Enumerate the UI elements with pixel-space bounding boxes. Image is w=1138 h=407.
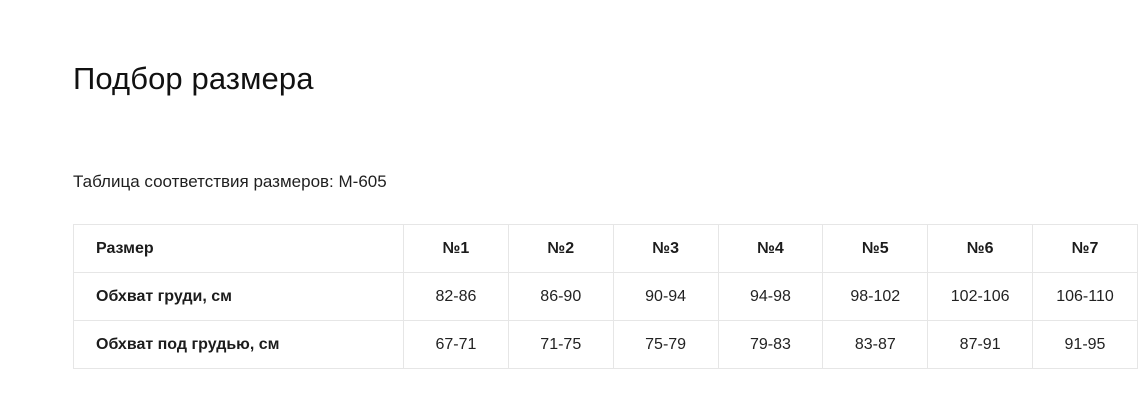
cell-underbust-size-5: 83-87 [822, 320, 929, 369]
cell-chest-size-5: 98-102 [822, 272, 929, 321]
header-cell-size-6: №6 [927, 224, 1034, 273]
table-row: Обхват груди, см 82-86 86-90 90-94 94-98… [73, 272, 1138, 321]
table-row: Обхват под грудью, см 67-71 71-75 75-79 … [73, 320, 1138, 369]
cell-underbust-size-6: 87-91 [927, 320, 1034, 369]
header-cell-size-5: №5 [822, 224, 929, 273]
row-label-chest: Обхват груди, см [73, 272, 404, 321]
header-cell-size-7: №7 [1032, 224, 1138, 273]
size-table-caption: Таблица соответствия размеров: M-605 [73, 172, 387, 191]
page-title: Подбор размера [73, 61, 314, 96]
cell-chest-size-7: 106-110 [1032, 272, 1138, 321]
size-table-container: Размер №1 №2 №3 №4 №5 №6 №7 Обхват груди… [73, 224, 1138, 369]
cell-chest-size-4: 94-98 [717, 272, 824, 321]
header-cell-size-3: №3 [612, 224, 719, 273]
size-table-body: Обхват груди, см 82-86 86-90 90-94 94-98… [73, 272, 1138, 369]
header-cell-size-1: №1 [403, 224, 509, 273]
cell-chest-size-2: 86-90 [507, 272, 614, 321]
row-label-underbust: Обхват под грудью, см [73, 320, 404, 369]
cell-chest-size-6: 102-106 [927, 272, 1034, 321]
cell-chest-size-3: 90-94 [612, 272, 719, 321]
header-cell-size-2: №2 [507, 224, 614, 273]
header-cell-row-label: Размер [73, 224, 404, 273]
cell-underbust-size-3: 75-79 [612, 320, 719, 369]
table-header-row: Размер №1 №2 №3 №4 №5 №6 №7 [73, 224, 1138, 273]
cell-chest-size-1: 82-86 [403, 272, 509, 321]
cell-underbust-size-2: 71-75 [507, 320, 614, 369]
size-table-head: Размер №1 №2 №3 №4 №5 №6 №7 [73, 224, 1138, 273]
cell-underbust-size-1: 67-71 [403, 320, 509, 369]
cell-underbust-size-7: 91-95 [1032, 320, 1138, 369]
header-cell-size-4: №4 [717, 224, 824, 273]
cell-underbust-size-4: 79-83 [717, 320, 824, 369]
size-correspondence-table: Размер №1 №2 №3 №4 №5 №6 №7 Обхват груди… [73, 224, 1138, 369]
